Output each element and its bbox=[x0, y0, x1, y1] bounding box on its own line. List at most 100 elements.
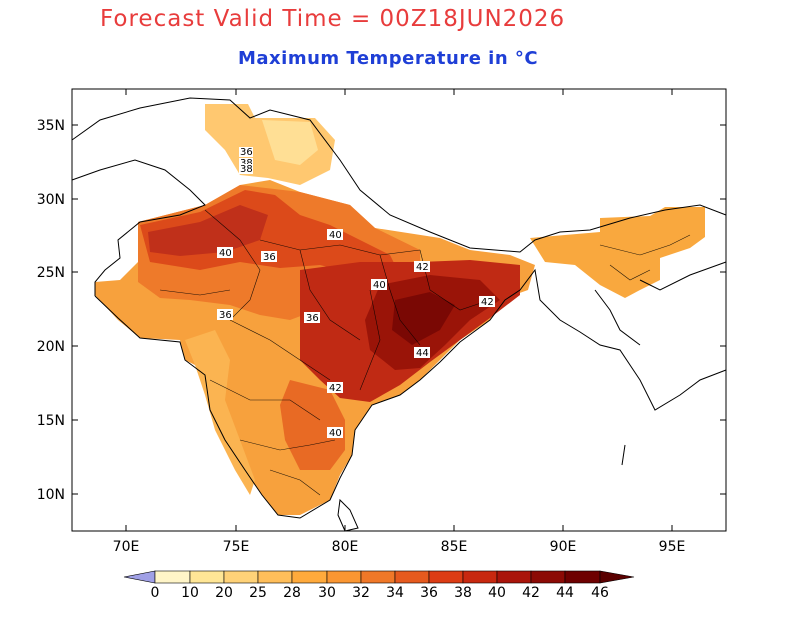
y-axis-labels: 35N 30N 25N 20N 15N 10N bbox=[37, 118, 65, 503]
forecast-title: Forecast Valid Time = 00Z18JUN2026 bbox=[100, 6, 566, 32]
border-line bbox=[639, 261, 727, 291]
colorbar-label: 42 bbox=[522, 585, 540, 601]
colorbar-segment bbox=[496, 570, 532, 584]
colorbar-segment bbox=[291, 570, 328, 584]
colorbar-segment bbox=[326, 570, 362, 584]
colorbar-label: 36 bbox=[420, 585, 438, 601]
sri-lanka bbox=[337, 498, 359, 532]
state-line bbox=[204, 209, 261, 321]
border-line bbox=[71, 159, 206, 296]
contour-label: 38 bbox=[240, 164, 253, 175]
y-tick-label: 30N bbox=[37, 192, 65, 208]
state-boundaries bbox=[159, 209, 691, 496]
y-tick-label: 35N bbox=[37, 118, 65, 134]
contour-label: 42 bbox=[481, 297, 494, 308]
state-line bbox=[299, 249, 361, 341]
contour-label: 40 bbox=[219, 248, 232, 259]
contour-label-box bbox=[239, 164, 253, 174]
contour-label: 36 bbox=[306, 313, 319, 324]
country-borders bbox=[71, 97, 727, 532]
contour-label-box bbox=[239, 147, 253, 157]
contour-label-box bbox=[327, 382, 343, 393]
colorbar-segment bbox=[428, 570, 464, 584]
contour-label-box bbox=[327, 229, 343, 240]
field-east-core bbox=[392, 292, 455, 345]
state-line bbox=[209, 379, 321, 421]
contour-label: 38 bbox=[240, 158, 253, 169]
coastline-west bbox=[94, 268, 727, 519]
contour-label: 36 bbox=[219, 310, 232, 321]
contour-label-box bbox=[217, 309, 233, 320]
island bbox=[621, 444, 626, 466]
colorbar-segment bbox=[530, 570, 566, 584]
colorbar bbox=[123, 570, 635, 584]
contour-label: 40 bbox=[329, 428, 342, 439]
x-axis-labels: 70E 75E 80E 85E 90E 95E bbox=[113, 539, 686, 555]
contour-label-box bbox=[371, 279, 387, 290]
colorbar-segment bbox=[189, 570, 225, 584]
state-line bbox=[159, 289, 231, 296]
contour-label-box bbox=[414, 347, 430, 358]
colorbar-label: 20 bbox=[215, 585, 233, 601]
colorbar-label: 46 bbox=[591, 585, 609, 601]
colorbar-label: 44 bbox=[556, 585, 574, 601]
x-tick-label: 95E bbox=[659, 539, 686, 555]
state-line bbox=[359, 289, 381, 391]
contour-label: 36 bbox=[263, 252, 276, 263]
colorbar-segment bbox=[564, 570, 601, 584]
y-tick-label: 25N bbox=[37, 265, 65, 281]
contour-labels: 40 40 42 40 42 44 42 40 36 36 36 36 38 3… bbox=[217, 147, 495, 439]
colorbar-segment bbox=[360, 570, 396, 584]
x-tick-label: 75E bbox=[223, 539, 250, 555]
field-northeast bbox=[530, 207, 705, 298]
x-tick-label: 80E bbox=[332, 539, 359, 555]
state-line bbox=[259, 239, 421, 256]
contour-label: 44 bbox=[416, 348, 429, 359]
contour-label-box bbox=[261, 251, 277, 262]
field-north-coolest bbox=[262, 120, 318, 165]
state-line bbox=[599, 234, 691, 256]
colorbar-label: 30 bbox=[318, 585, 336, 601]
contour-label: 36 bbox=[240, 147, 253, 158]
contour-label: 42 bbox=[329, 383, 342, 394]
state-line bbox=[239, 439, 336, 451]
contour-label-box bbox=[239, 158, 253, 168]
state-line bbox=[229, 319, 331, 381]
contour-label-box bbox=[479, 296, 495, 307]
contour-label-box bbox=[217, 247, 233, 258]
colorbar-segment bbox=[154, 570, 191, 584]
colorbar-label: 38 bbox=[454, 585, 472, 601]
contour-label: 40 bbox=[329, 230, 342, 241]
colorbar-segment bbox=[394, 570, 430, 584]
state-line bbox=[609, 264, 651, 281]
axis-ticks bbox=[72, 89, 726, 531]
contour-label: 40 bbox=[373, 280, 386, 291]
y-tick-label: 10N bbox=[37, 487, 65, 503]
border-line bbox=[71, 97, 727, 253]
field-west-coast bbox=[185, 330, 255, 495]
colorbar-labels: 0 10 20 25 28 30 32 34 36 38 40 42 44 46 bbox=[151, 585, 609, 601]
colorbar-label: 25 bbox=[249, 585, 267, 601]
colorbar-label: 28 bbox=[283, 585, 301, 601]
colorbar-label: 40 bbox=[488, 585, 506, 601]
contour-label-box bbox=[304, 312, 320, 323]
state-line bbox=[269, 469, 321, 496]
contour-label-box bbox=[327, 427, 343, 438]
border-line bbox=[594, 289, 641, 346]
colorbar-segment bbox=[462, 570, 498, 584]
contour-label: 42 bbox=[416, 262, 429, 273]
colorbar-segment bbox=[223, 570, 259, 584]
x-tick-label: 85E bbox=[441, 539, 468, 555]
x-tick-label: 90E bbox=[550, 539, 577, 555]
colorbar-label: 10 bbox=[181, 585, 199, 601]
y-tick-label: 15N bbox=[37, 413, 65, 429]
field-northwest-hotter bbox=[148, 205, 268, 256]
colorbar-label: 0 bbox=[151, 585, 160, 601]
colorbar-segment bbox=[257, 570, 293, 584]
state-line bbox=[379, 254, 421, 346]
y-tick-label: 20N bbox=[37, 339, 65, 355]
variable-subtitle: Maximum Temperature in °C bbox=[238, 48, 539, 69]
colorbar-segment bbox=[599, 570, 635, 584]
colorbar-label: 32 bbox=[352, 585, 370, 601]
